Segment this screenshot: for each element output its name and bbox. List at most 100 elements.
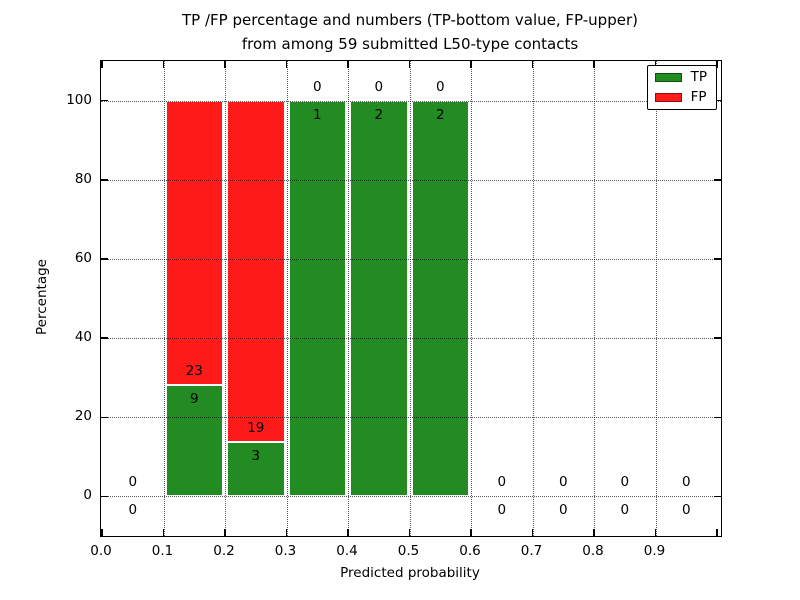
v-gridline <box>348 61 349 536</box>
y-tick-left <box>101 258 108 260</box>
x-tick-label: 0.5 <box>397 543 420 559</box>
tp-count-label: 3 <box>251 448 261 465</box>
fp-count-label: 0 <box>312 78 322 95</box>
x-tick-top <box>101 61 103 68</box>
h-gridline <box>101 496 721 498</box>
y-axis-label: Percentage <box>34 259 50 335</box>
x-tick-top <box>285 61 288 68</box>
x-tick-bottom <box>347 529 349 536</box>
x-tick-top <box>347 61 349 68</box>
fp-count-label: 23 <box>185 363 203 380</box>
tp-count-label: 0 <box>497 502 507 519</box>
y-tick-label: 60 <box>74 249 92 266</box>
x-tick-label: 0.6 <box>459 543 481 559</box>
y-tick-right <box>714 99 721 102</box>
y-tick-label: 100 <box>66 91 92 108</box>
x-tick-label: 0.3 <box>274 543 297 559</box>
v-gridline <box>532 61 534 536</box>
tp-bar-segment <box>227 442 285 497</box>
tp-count-label: 0 <box>128 502 138 519</box>
chart-title-line2: from among 59 submitted L50-type contact… <box>241 35 579 53</box>
x-tick-label: 0.0 <box>90 543 112 559</box>
x-tick-top <box>531 61 534 68</box>
fp-bar-segment <box>227 100 285 443</box>
fp-count-label: 19 <box>247 420 265 437</box>
x-tick-bottom <box>224 529 226 536</box>
chart-title-line1: TP /FP percentage and numbers (TP-bottom… <box>182 11 638 29</box>
x-tick-bottom <box>101 529 103 536</box>
v-gridline <box>286 61 288 536</box>
fp-count-label: 0 <box>497 474 507 491</box>
v-gridline <box>409 61 411 536</box>
y-tick-right <box>714 337 721 339</box>
tp-count-label: 9 <box>189 391 199 408</box>
legend-label-tp: TP <box>690 69 707 85</box>
y-tick-left <box>101 416 108 418</box>
y-tick-left <box>101 99 108 102</box>
y-tick-right <box>714 495 721 498</box>
h-gridline <box>101 258 721 260</box>
x-tick-label: 0.9 <box>643 543 666 559</box>
fp-count-label: 0 <box>681 474 691 491</box>
x-tick-bottom <box>470 529 472 536</box>
fp-count-label: 0 <box>620 474 630 491</box>
v-gridline <box>163 61 165 536</box>
legend: TP FP <box>646 65 717 110</box>
y-tick-label: 0 <box>83 487 92 504</box>
x-tick-label: 0.2 <box>213 543 235 559</box>
y-tick-right <box>714 258 721 260</box>
tp-bar-segment <box>165 385 223 497</box>
tp-count-label: 2 <box>435 106 445 123</box>
tp-count-label: 1 <box>312 106 322 123</box>
fp-color-swatch <box>654 93 682 102</box>
y-tick-right <box>714 179 721 181</box>
y-tick-right <box>714 416 721 418</box>
x-tick-top <box>654 61 657 68</box>
y-tick-left <box>101 495 108 498</box>
x-tick-top <box>408 61 411 68</box>
tp-count-label: 0 <box>620 502 630 519</box>
h-gridline <box>101 338 721 340</box>
legend-entry-tp: TP <box>654 69 707 85</box>
x-tick-bottom <box>593 529 595 536</box>
y-tick-label: 20 <box>74 408 92 425</box>
x-tick-label: 0.7 <box>520 543 543 559</box>
y-tick-left <box>101 337 108 339</box>
y-tick-left <box>101 179 108 181</box>
y-tick-label: 40 <box>74 329 92 346</box>
h-gridline <box>101 417 721 419</box>
x-tick-label: 0.4 <box>336 543 358 559</box>
h-gridline <box>101 100 721 102</box>
x-tick-bottom <box>285 529 288 536</box>
tp-count-label: 0 <box>681 502 691 519</box>
h-gridline <box>101 179 721 181</box>
tp-bar-segment <box>288 100 346 497</box>
v-gridline <box>225 61 226 536</box>
x-tick-top <box>716 61 718 68</box>
x-axis-label: Predicted probability <box>340 565 480 581</box>
fp-count-label: 0 <box>128 474 138 491</box>
x-tick-label: 0.8 <box>582 543 604 559</box>
x-tick-label: 0.1 <box>151 543 174 559</box>
fp-count-label: 0 <box>558 474 568 491</box>
x-tick-top <box>593 61 595 68</box>
fp-bar-segment <box>165 100 223 386</box>
fp-count-label: 0 <box>374 78 384 95</box>
x-tick-bottom <box>162 529 165 536</box>
tp-count-label: 0 <box>558 502 568 519</box>
v-gridline <box>594 61 595 536</box>
v-gridline <box>655 61 657 536</box>
v-gridline <box>471 61 472 536</box>
tp-bar-segment <box>411 100 469 497</box>
legend-entry-fp: FP <box>654 89 707 105</box>
tp-bar-segment <box>350 100 408 497</box>
tp-color-swatch <box>654 73 682 82</box>
y-tick-label: 80 <box>74 170 92 187</box>
legend-label-fp: FP <box>690 89 707 105</box>
x-tick-bottom <box>408 529 411 536</box>
plot-area: 0 0 23 9 19 3 0 1 0 2 0 2 0 0 0 0 0 0 0 0 TP FP <box>100 60 722 537</box>
x-tick-bottom <box>716 529 718 536</box>
x-tick-bottom <box>654 529 657 536</box>
x-tick-top <box>162 61 165 68</box>
